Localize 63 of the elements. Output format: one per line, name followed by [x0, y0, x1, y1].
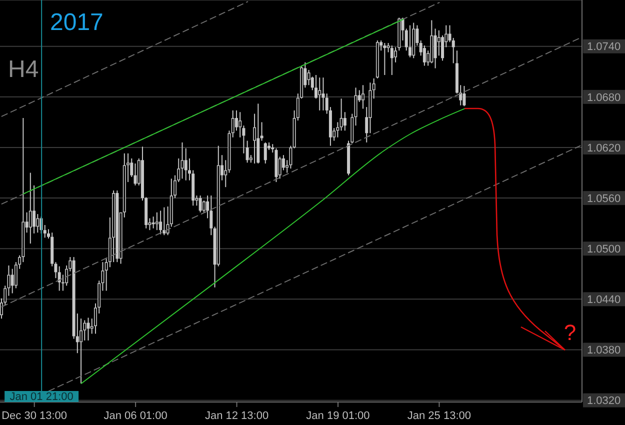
- candlestick: [383, 42, 386, 76]
- candlestick: [260, 122, 264, 142]
- y-tick-label: 1.0680: [587, 92, 621, 104]
- candlestick: [336, 122, 340, 138]
- x-tick-label: Dec 30 13:00: [2, 410, 68, 422]
- candlestick: [390, 45, 394, 76]
- candlestick: [322, 77, 325, 111]
- candlestick: [452, 37, 455, 64]
- candlestick: [86, 317, 90, 341]
- y-tick-label: 1.0440: [587, 294, 621, 306]
- y-tick-label: 1.0380: [587, 344, 621, 357]
- candlestick: [354, 87, 358, 126]
- candlestick: [340, 98, 343, 132]
- candlestick: [398, 17, 401, 52]
- candlestick: [307, 69, 310, 86]
- candlestick: [448, 24, 452, 43]
- candlestick: [231, 110, 234, 138]
- annotation: H4: [8, 56, 39, 83]
- annotation: 2017: [50, 9, 104, 36]
- candlestick: [246, 140, 249, 164]
- candlestick: [202, 200, 206, 213]
- candlestick: [180, 142, 184, 180]
- candlestick: [462, 85, 466, 107]
- candlestick: [210, 195, 213, 236]
- candlestick: [198, 195, 202, 213]
- candlestick: [112, 190, 116, 263]
- x-tick-label: Jan 06 01:00: [104, 410, 168, 422]
- x-tick-label: Jan 12 13:00: [204, 410, 269, 422]
- candlestick: [10, 268, 14, 294]
- candlestick: [318, 77, 322, 111]
- candlestick: [228, 130, 231, 174]
- candlestick: [441, 34, 444, 62]
- candlestick: [264, 142, 267, 164]
- candlestick: [234, 110, 238, 132]
- annotation: ?: [564, 320, 576, 345]
- candlestick: [58, 266, 61, 292]
- candlestick: [412, 22, 416, 59]
- candlestick: [162, 206, 166, 236]
- candlestick: [184, 148, 188, 181]
- y-tick-label: 1.0500: [587, 243, 621, 256]
- x-tick-label: Jan 19 01:00: [306, 410, 370, 422]
- candlestick: [36, 214, 40, 234]
- candlestick: [343, 112, 346, 132]
- candlestick: [372, 78, 376, 100]
- line-series: [80, 108, 466, 384]
- y-tick-label: 1.0740: [587, 41, 621, 54]
- candlestick: [408, 24, 412, 58]
- candlestick: [28, 172, 32, 244]
- y-tick-label: 1.0320: [587, 395, 621, 408]
- candlestick: [22, 117, 25, 263]
- y-tick-label: 1.0560: [587, 192, 621, 205]
- candlestick: [361, 84, 364, 110]
- candlestick: [152, 216, 155, 229]
- candlestick: [83, 320, 86, 341]
- y-tick-label: 1.0620: [587, 142, 621, 154]
- candlestick: [159, 210, 162, 235]
- candlestick: [434, 28, 437, 69]
- candlestick: [437, 30, 440, 56]
- x-tick-label: Jan 01 21:00: [10, 391, 74, 403]
- x-tick-label: Jan 25 13:00: [407, 410, 472, 422]
- candlestick: [155, 212, 158, 231]
- candlestick: [32, 184, 36, 234]
- candlestick: [134, 162, 137, 186]
